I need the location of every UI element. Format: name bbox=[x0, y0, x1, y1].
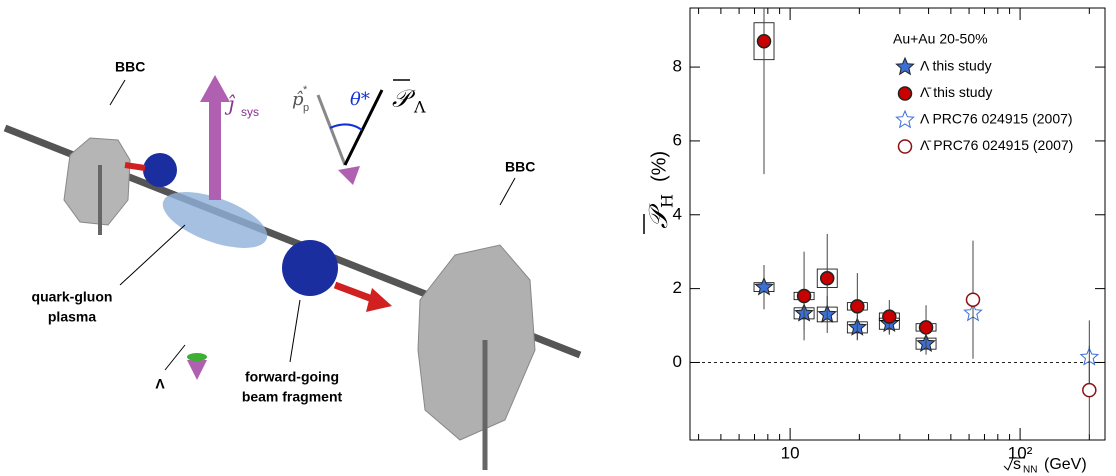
label: plasma bbox=[48, 309, 96, 325]
circle-marker bbox=[966, 293, 979, 306]
label: Λ bbox=[155, 376, 165, 392]
legend-marker bbox=[899, 140, 912, 153]
legend-marker bbox=[896, 111, 913, 127]
label: Λ bbox=[413, 98, 426, 117]
legend-label: Λ PRC76 024915 (2007) bbox=[920, 111, 1073, 127]
red-arrow-head bbox=[366, 288, 392, 312]
detector-right bbox=[418, 245, 535, 440]
legend-title: Au+Au 20-50% bbox=[893, 31, 988, 47]
y-tick-label: 0 bbox=[673, 352, 682, 371]
y-tick-label: 2 bbox=[673, 278, 682, 297]
circle-marker bbox=[798, 290, 811, 303]
label: sys bbox=[241, 105, 259, 119]
p-arrow bbox=[318, 95, 345, 165]
y-label-unit: (%) bbox=[648, 151, 670, 182]
x-tick-label: 10 bbox=[781, 443, 800, 462]
red-arrow bbox=[125, 165, 145, 168]
x-label-unit: (GeV) bbox=[1044, 456, 1087, 473]
label: 𝒫 bbox=[392, 85, 416, 113]
j-arrow-head bbox=[200, 75, 230, 102]
label: BBC bbox=[115, 59, 145, 75]
pointer bbox=[165, 345, 185, 370]
pointer bbox=[500, 178, 515, 205]
spin-top bbox=[187, 360, 207, 380]
spin-top bbox=[338, 166, 360, 185]
y-tick-label: 4 bbox=[673, 204, 682, 223]
x-tick-label: 10² bbox=[1008, 443, 1033, 462]
label: BBC bbox=[505, 159, 535, 175]
legend-label: Λ̄ PRC76 024915 (2007) bbox=[920, 137, 1073, 153]
detector-left bbox=[64, 138, 130, 225]
label: θ* bbox=[350, 89, 370, 110]
legend-label: Λ this study bbox=[920, 58, 992, 74]
circle-marker bbox=[821, 272, 834, 285]
circle-marker bbox=[883, 310, 896, 323]
circle-marker bbox=[758, 35, 771, 48]
j-arrow bbox=[209, 100, 221, 200]
label: beam fragment bbox=[242, 389, 343, 405]
circle-marker bbox=[1083, 384, 1096, 397]
circle-marker bbox=[851, 300, 864, 313]
pointer bbox=[110, 80, 125, 105]
figure: BBC BBC quark-gluon plasma Λ forward-goi… bbox=[0, 0, 1116, 476]
fragment-cluster bbox=[282, 240, 338, 296]
circle-marker bbox=[920, 321, 933, 334]
label: forward-going bbox=[245, 369, 339, 385]
red-arrow bbox=[335, 285, 375, 300]
illustration: BBC BBC quark-gluon plasma Λ forward-goi… bbox=[5, 59, 580, 470]
y-tick-label: 8 bbox=[673, 57, 682, 76]
y-tick-label: 6 bbox=[673, 130, 682, 149]
pointer bbox=[120, 225, 185, 285]
legend-marker bbox=[899, 87, 912, 100]
label: quark-gluon bbox=[32, 289, 113, 305]
fragment-cluster bbox=[143, 153, 177, 187]
label: * bbox=[303, 84, 308, 96]
label: p bbox=[303, 102, 309, 114]
x-label-sub: NN bbox=[1023, 465, 1037, 476]
plot-frame bbox=[690, 8, 1105, 440]
pointer bbox=[290, 300, 300, 362]
spin-top bbox=[187, 353, 207, 361]
legend-marker bbox=[896, 58, 913, 74]
legend-label: Λ̄ this study bbox=[920, 84, 992, 100]
theta-arc bbox=[330, 124, 362, 130]
